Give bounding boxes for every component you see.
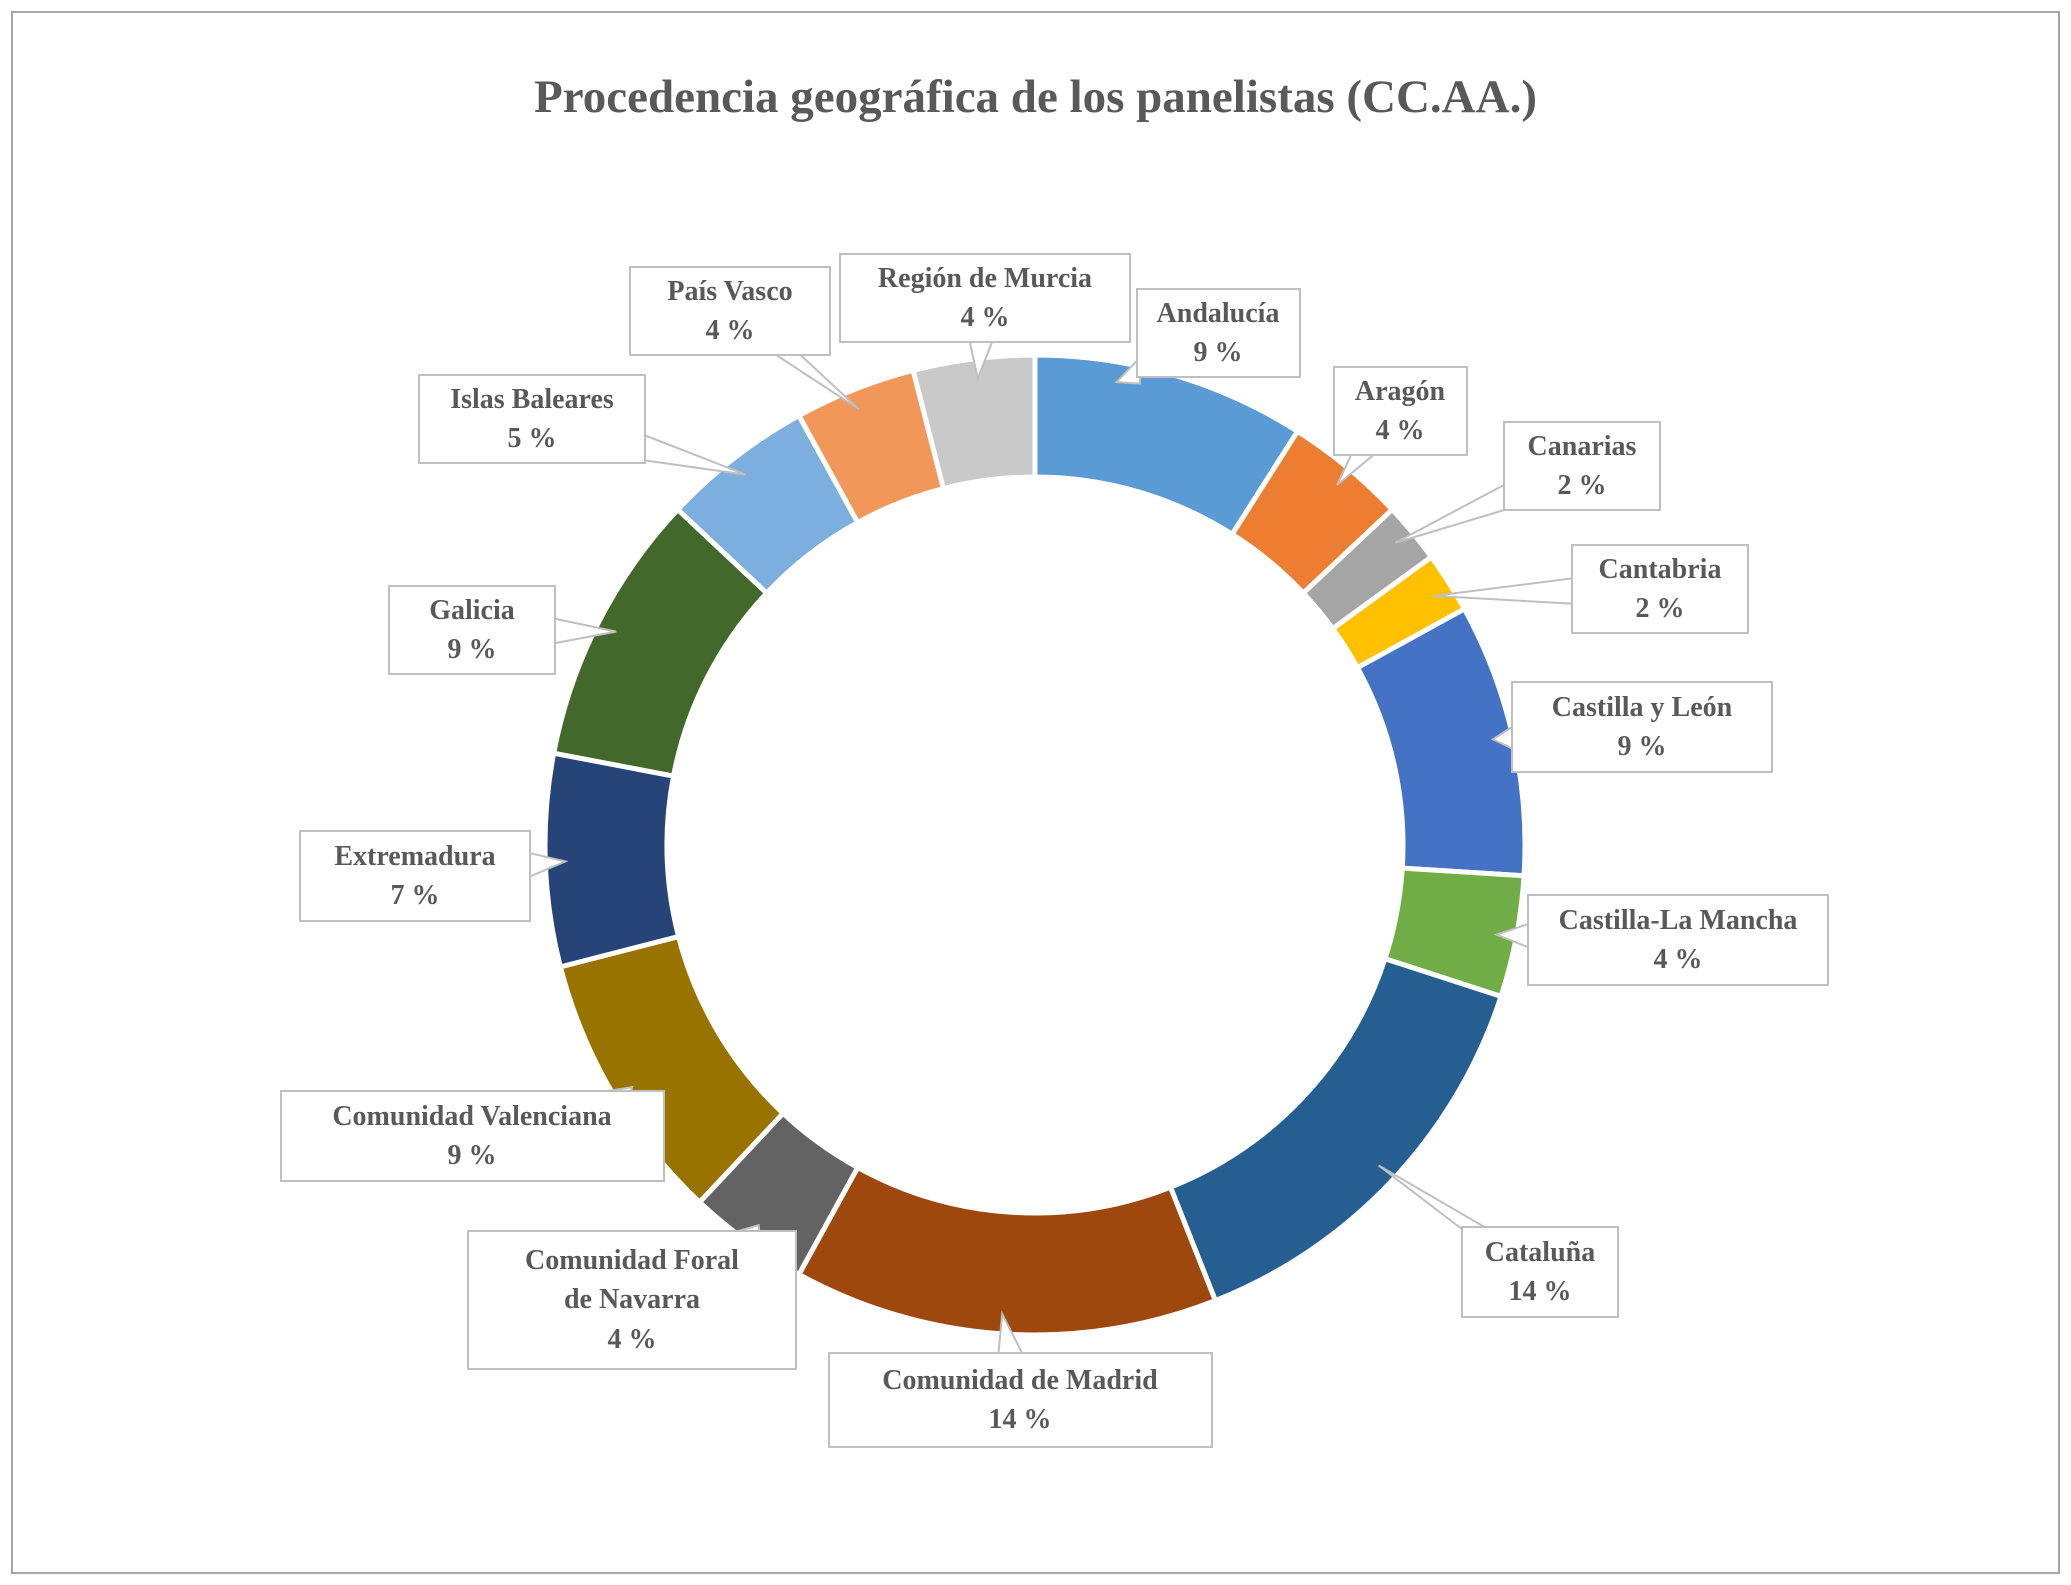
chart-title: Procedencia geográfica de los panelistas…: [534, 71, 1537, 123]
callout-leader-islas-baleares: [640, 432, 746, 476]
donut-segment-cataluna: [1167, 955, 1505, 1304]
donut-segment-extremadura: [542, 750, 682, 970]
callout-leader-pais-vasco: [766, 350, 860, 411]
callout-leader-canarias: [1394, 481, 1509, 544]
callout-leader-cataluna: [1378, 1164, 1492, 1230]
donut-segment-comunidad-de-madrid: [795, 1164, 1219, 1338]
donut-segment-region-de-murcia: [910, 352, 1038, 492]
